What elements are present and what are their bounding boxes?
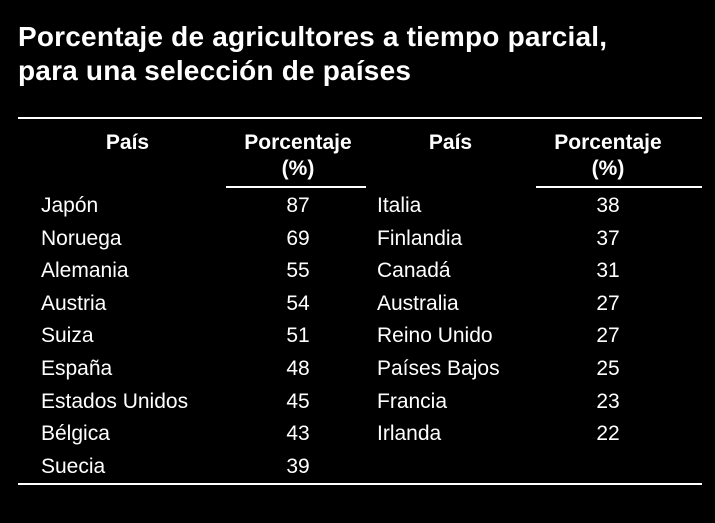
table-row-country: Italia [377,194,422,217]
table-row-percentage: 31 [596,259,620,283]
header-porcentaje-right-line2: (%) [591,157,625,180]
table-row-percentage: 55 [286,259,310,283]
table-row-percentage: 25 [596,356,620,380]
table-row-country: Finlandia [377,226,463,250]
right-country-column: Italia Finlandia Canadá Australia Reino … [377,190,537,451]
title-line-2: para una selección de países [18,55,412,86]
table-row-percentage: 43 [286,422,310,446]
table-row-percentage: 27 [596,324,620,348]
header-porcentaje-right-line1: Porcentaje [554,131,662,154]
table-row-percentage: 22 [596,422,620,446]
table-row-percentage: 45 [286,389,310,413]
table-row-percentage: 23 [596,389,620,413]
table-row-country: Japón [41,194,99,217]
table-row-country: España [41,356,113,380]
table-row-percentage: 38 [596,194,620,217]
table-row-country: Austria [41,291,107,315]
title-line-1: Porcentaje de agricultores a tiempo parc… [18,21,608,52]
header-porcentaje-right: Porcentaje (%) [538,130,678,182]
left-country-column: Japón Noruega Alemania Austria Suiza Esp… [41,190,226,483]
table-row-country: Irlanda [377,422,442,446]
header-porcentaje-left: Porcentaje (%) [228,130,368,182]
table-row-country: Estados Unidos [41,389,189,413]
header-pais-left: País [40,130,215,156]
table-row-country: Suiza [41,324,94,348]
header-pais-left-label: País [105,131,150,154]
table-top-rule [18,117,702,119]
right-percentage-column: 38 37 31 27 27 25 23 22 [538,190,678,451]
header-pais-right-label: País [428,131,473,154]
table-row-percentage: 39 [286,454,310,478]
table-row-country: Suecia [41,454,106,478]
table-row-country: Reino Unido [377,324,493,348]
left-percentage-column: 87 69 55 54 51 48 45 43 39 [228,190,368,483]
header-underline-right [536,186,702,188]
table-row-country: Alemania [41,259,129,283]
table-row-percentage: 48 [286,356,310,380]
table-row-percentage: 37 [596,226,620,250]
header-porcentaje-left-line2: (%) [281,157,315,180]
table-row-percentage: 87 [286,194,310,217]
table-bottom-rule [18,483,702,485]
table-row-country: Francia [377,389,448,413]
table-row-percentage: 51 [286,324,310,348]
table-row-country: Bélgica [41,422,110,446]
page-title: Porcentaje de agricultores a tiempo parc… [18,20,708,88]
table-row-country: Canadá [377,259,451,283]
table-row-country: Australia [377,291,459,315]
table-row-percentage: 54 [286,291,310,315]
table-row-percentage: 69 [286,226,310,250]
table-row-country: Países Bajos [377,356,500,380]
table-row-country: Noruega [41,226,122,250]
table-row-percentage: 27 [596,291,620,315]
header-porcentaje-left-line1: Porcentaje [244,131,352,154]
header-underline-left [226,186,366,188]
header-pais-right: País [378,130,523,156]
